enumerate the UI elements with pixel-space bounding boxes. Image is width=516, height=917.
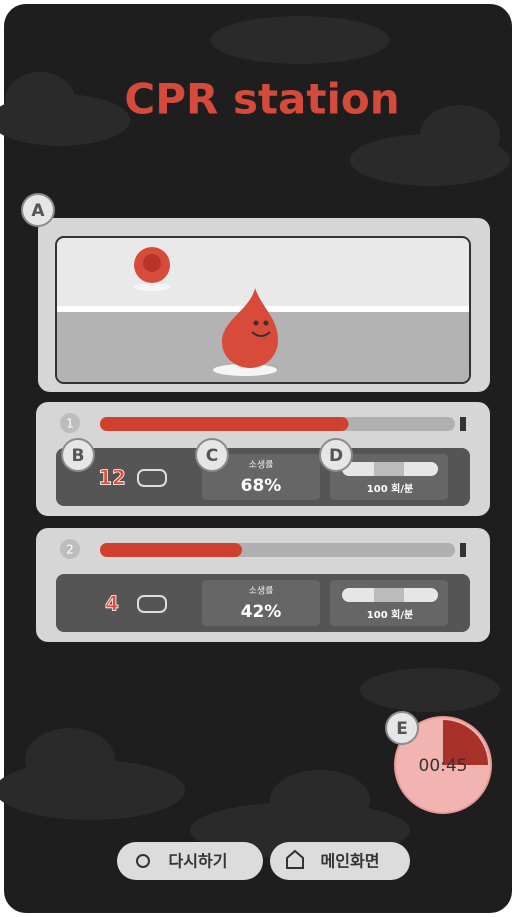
callout-badge [319, 438, 353, 472]
player-panel: 1 12 소생률 68% 100 회/분 [36, 402, 490, 516]
callout-letter: C [206, 446, 218, 466]
player-panel: 2 4 소생률 42% 100 회/분 [36, 528, 490, 642]
callout-badge [195, 438, 229, 472]
callout: E [385, 711, 419, 745]
timer-elapsed [443, 720, 488, 765]
finish-flag [460, 417, 466, 431]
title: CPR station [124, 75, 399, 124]
player-number: 1 [66, 417, 74, 431]
timer-text: 00:45 [419, 756, 468, 776]
tempo-value: 100 회/분 [367, 608, 413, 621]
tempo-value: 100 회/분 [367, 482, 413, 495]
callout-letter: B [72, 446, 85, 466]
callout: C [195, 438, 229, 472]
rate-box [202, 580, 320, 626]
button-label: 메인화면 [321, 852, 380, 871]
callout-badge [385, 711, 419, 745]
progress-fill [100, 543, 242, 557]
hands-icon [137, 595, 167, 613]
compression-count: 4 [105, 592, 119, 616]
compression-count: 12 [98, 466, 126, 490]
callout: B [61, 438, 95, 472]
main-button[interactable]: 메인화면 [270, 842, 410, 880]
hands-icon [137, 469, 167, 487]
drop-character [213, 288, 278, 376]
callout-letter: A [31, 201, 45, 221]
callout: D [319, 438, 353, 472]
rate-label: 소생률 [249, 460, 274, 471]
finish-flag [460, 543, 466, 557]
progress-fill [100, 417, 349, 431]
player-badge [60, 413, 80, 433]
heart-character [134, 247, 170, 291]
callout-letter: D [329, 446, 343, 466]
player-number: 2 [66, 543, 74, 557]
tempo-zone [374, 462, 404, 476]
player-badge [60, 539, 80, 559]
clouds [0, 16, 510, 858]
rate-value: 68% [241, 476, 282, 496]
callout-letter: E [396, 719, 408, 739]
retry-button[interactable]: 다시하기 [117, 842, 263, 880]
callout-badge [61, 438, 95, 472]
callout-badge [21, 193, 55, 227]
tempo-zone [374, 588, 404, 602]
rate-box [202, 454, 320, 500]
button-label: 다시하기 [169, 852, 228, 871]
rate-value: 42% [241, 602, 282, 622]
callout: A [21, 193, 55, 227]
rate-label: 소생률 [249, 586, 274, 597]
